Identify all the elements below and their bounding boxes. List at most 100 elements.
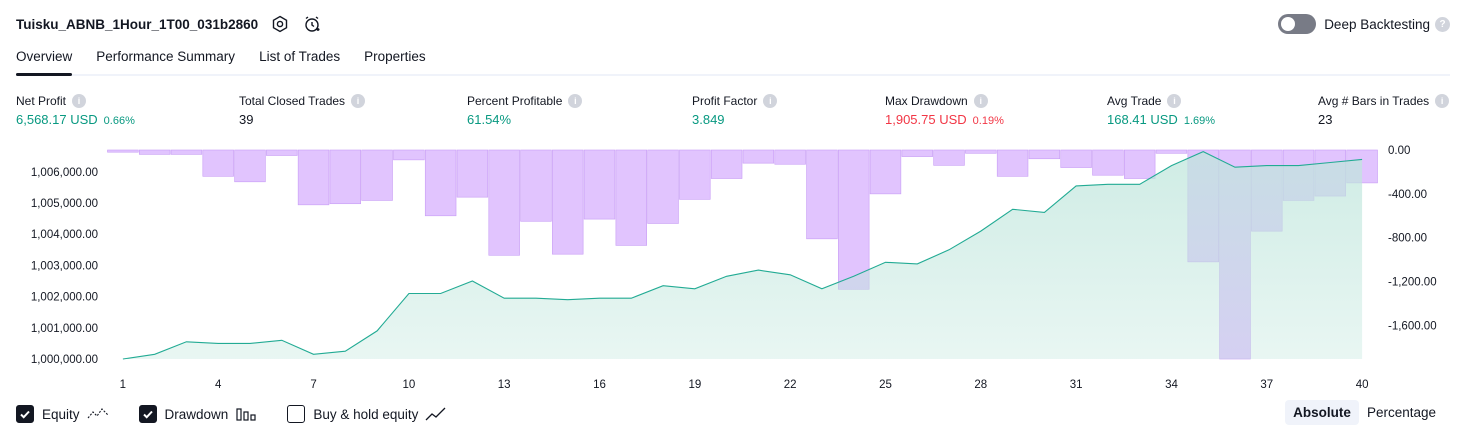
drawdown-bar bbox=[107, 149, 139, 153]
left-axis-tick-label: 1,000,000.00 bbox=[31, 354, 98, 366]
legend-equity[interactable]: Equity bbox=[16, 405, 109, 423]
tab-bar: Overview Performance Summary List of Tra… bbox=[16, 46, 1450, 76]
left-axis-tick-label: 1,003,000.00 bbox=[31, 260, 98, 272]
drawdown-bar bbox=[615, 149, 647, 246]
equity-line bbox=[122, 150, 1363, 360]
drawdown-bar bbox=[774, 149, 806, 165]
metric-total-closed-trades: Total Closed Trades i 39 bbox=[239, 94, 366, 127]
info-icon[interactable]: i bbox=[1435, 94, 1450, 108]
x-axis-tick-label: 34 bbox=[1165, 379, 1178, 391]
metric-label: Net Profit bbox=[16, 94, 67, 108]
drawdown-bar bbox=[901, 149, 933, 157]
deep-backtesting-toggle[interactable] bbox=[1278, 14, 1317, 34]
drawdown-bar bbox=[996, 149, 1029, 177]
tab-list-of-trades[interactable]: List of Trades bbox=[259, 49, 341, 64]
drawdown-bar bbox=[869, 149, 902, 195]
drawdown-bar bbox=[710, 149, 743, 179]
metric-value: 39 bbox=[239, 112, 254, 127]
drawdown-bar bbox=[361, 149, 393, 201]
x-axis-tick-label: 25 bbox=[879, 379, 892, 391]
settings-icon[interactable] bbox=[270, 14, 290, 34]
left-axis-tick-label: 1,006,000.00 bbox=[31, 167, 98, 179]
info-icon[interactable]: i bbox=[1167, 94, 1182, 108]
metric-label: Percent Profitable bbox=[467, 94, 563, 108]
toggle-knob bbox=[1281, 17, 1296, 31]
drawdown-bar bbox=[647, 149, 679, 224]
drawdown-bar bbox=[393, 149, 425, 161]
tab-performance-summary[interactable]: Performance Summary bbox=[96, 49, 236, 64]
metric-avg-trade: Avg Trade i 168.41 USD 1.69% bbox=[1107, 94, 1215, 127]
drawdown-bar bbox=[583, 149, 616, 220]
x-axis-tick-label: 40 bbox=[1356, 379, 1369, 391]
tab-properties[interactable]: Properties bbox=[364, 49, 426, 64]
buy-hold-checkbox[interactable] bbox=[287, 405, 306, 423]
metric-avg-bars: Avg # Bars in Trades i 23 bbox=[1318, 94, 1450, 127]
legend-drawdown-label: Drawdown bbox=[164, 406, 229, 422]
header: Tuisku_ABNB_1Hour_1T00_031b2860 bbox=[16, 12, 322, 36]
deep-backtesting: Deep Backtesting ? bbox=[1278, 14, 1450, 34]
drawdown-bar bbox=[1092, 149, 1124, 176]
metric-label: Max Drawdown bbox=[885, 94, 968, 108]
add-alert-icon[interactable] bbox=[302, 14, 322, 34]
info-icon[interactable]: i bbox=[351, 94, 366, 108]
left-axis-tick-label: 1,005,000.00 bbox=[31, 198, 98, 210]
metric-value: 1,905.75 USD bbox=[885, 112, 967, 127]
metric-value: 6,568.17 USD bbox=[16, 112, 98, 127]
drawdown-checkbox[interactable] bbox=[138, 405, 157, 423]
drawdown-bar bbox=[266, 149, 298, 156]
equity-area-fill bbox=[122, 151, 1363, 359]
x-axis-tick-label: 10 bbox=[402, 379, 415, 391]
x-axis-tick-label: 13 bbox=[498, 379, 511, 391]
info-icon[interactable]: i bbox=[973, 94, 988, 108]
metric-label: Profit Factor bbox=[692, 94, 758, 108]
right-axis: 0.00 -400.00 -800.00 -1,200.00 -1,600.00 bbox=[1388, 145, 1437, 332]
metric-value: 168.41 USD bbox=[1107, 112, 1178, 127]
equity-checkbox[interactable] bbox=[16, 405, 34, 423]
metric-value: 3.849 bbox=[692, 112, 725, 127]
x-axis: 1 4 7 10 13 16 19 22 25 28 31 34 37 40 bbox=[120, 379, 1369, 391]
drawdown-bar bbox=[1028, 149, 1061, 160]
drawdown-bar bbox=[742, 149, 775, 164]
drawdown-bar bbox=[170, 149, 203, 155]
drawdown-bar bbox=[520, 149, 552, 222]
drawdown-bar bbox=[1155, 149, 1188, 154]
legend-buy-hold-equity[interactable]: Buy & hold equity bbox=[287, 405, 447, 423]
drawdown-bar bbox=[838, 149, 870, 290]
metric-value: 23 bbox=[1318, 112, 1333, 127]
info-icon[interactable]: i bbox=[568, 94, 583, 108]
info-icon[interactable]: i bbox=[763, 94, 778, 108]
right-axis-tick-label: -1,200.00 bbox=[1388, 277, 1437, 289]
metric-percent: 0.19% bbox=[972, 115, 1004, 127]
right-axis-tick-label: -400.00 bbox=[1388, 189, 1427, 201]
drawdown-bar bbox=[965, 149, 997, 154]
drawdown-bar bbox=[679, 149, 711, 200]
percentage-button[interactable]: Percentage bbox=[1366, 405, 1436, 420]
drawdown-bar bbox=[488, 149, 520, 256]
equity-line-icon bbox=[87, 408, 108, 419]
drawdown-bar bbox=[1124, 149, 1156, 179]
right-axis-tick-label: -800.00 bbox=[1388, 233, 1427, 245]
help-icon[interactable]: ? bbox=[1435, 16, 1450, 32]
drawdown-bar bbox=[234, 149, 266, 183]
legend-buy-hold-label: Buy & hold equity bbox=[313, 406, 419, 422]
metric-max-drawdown: Max Drawdown i 1,905.75 USD 0.19% bbox=[885, 94, 1004, 127]
left-axis: 1,000,000.00 1,001,000.00 1,002,000.00 1,00… bbox=[31, 167, 98, 366]
legend-drawdown[interactable]: Drawdown bbox=[138, 405, 258, 423]
x-axis-tick-label: 28 bbox=[974, 379, 987, 391]
metric-label: Avg Trade bbox=[1107, 94, 1162, 108]
tab-overview[interactable]: Overview bbox=[16, 46, 73, 76]
drawdown-bar bbox=[329, 149, 361, 205]
strategy-title: Tuisku_ABNB_1Hour_1T00_031b2860 bbox=[16, 16, 259, 32]
right-axis-tick-label: -1,600.00 bbox=[1388, 320, 1437, 332]
absolute-button[interactable]: Absolute bbox=[1285, 400, 1359, 425]
scale-mode-switch: Absolute Percentage bbox=[1285, 400, 1444, 425]
x-axis-tick-label: 4 bbox=[215, 379, 222, 391]
drawdown-bars-icon bbox=[236, 408, 256, 421]
info-icon[interactable]: i bbox=[72, 94, 87, 108]
metric-net-profit: Net Profit i 6,568.17 USD 0.66% bbox=[16, 94, 135, 127]
drawdown-bar bbox=[1060, 149, 1092, 168]
metric-value: 61.54% bbox=[467, 112, 512, 127]
chart-legend: Equity Drawdown Buy & hold equity bbox=[16, 403, 477, 425]
left-axis-tick-label: 1,001,000.00 bbox=[31, 323, 98, 335]
equity-drawdown-chart[interactable]: 1,000,000.00 1,001,000.00 1,002,000.00 1,00… bbox=[0, 140, 1466, 398]
